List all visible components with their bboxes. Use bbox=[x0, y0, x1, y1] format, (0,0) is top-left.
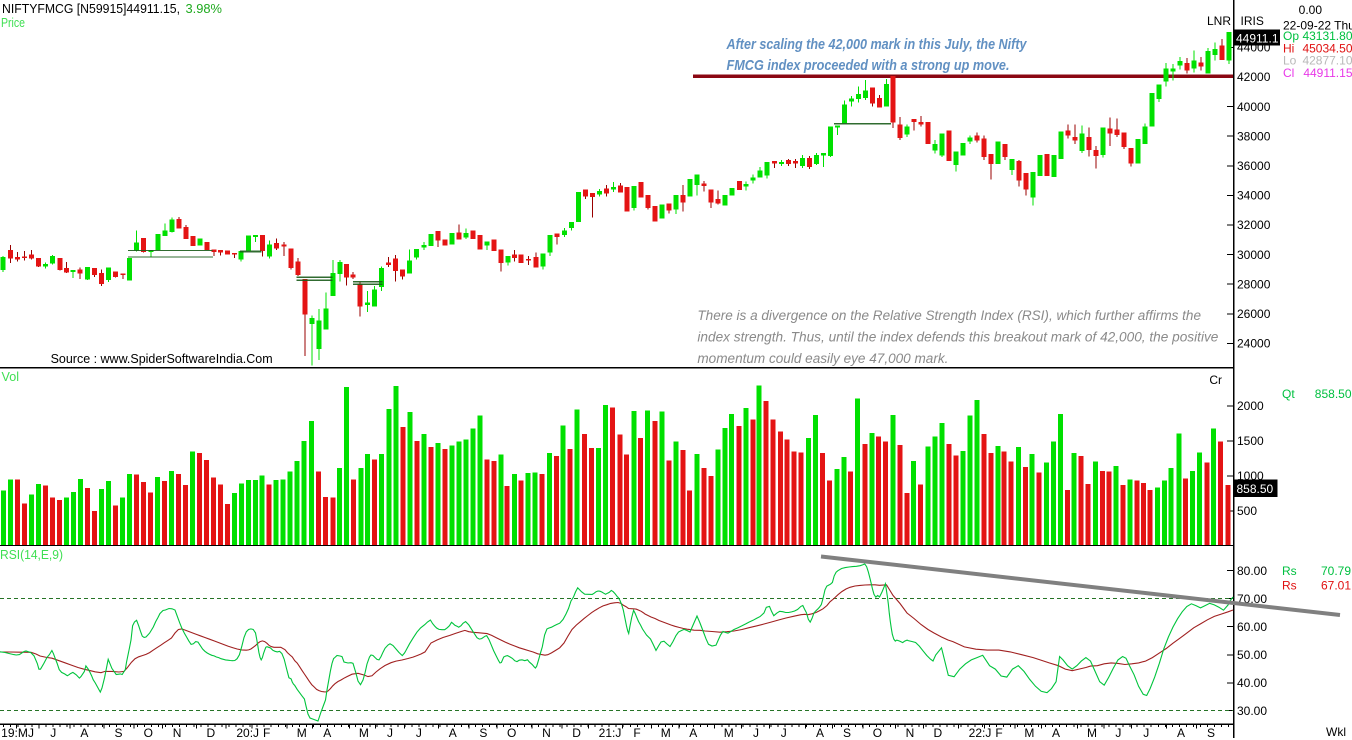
svg-text:40.00: 40.00 bbox=[1237, 676, 1267, 690]
svg-text:D: D bbox=[206, 726, 215, 740]
svg-text:J: J bbox=[753, 726, 759, 740]
svg-text:34000: 34000 bbox=[1237, 189, 1271, 203]
svg-text:A: A bbox=[80, 726, 88, 740]
svg-text:2000: 2000 bbox=[1237, 399, 1264, 413]
svg-text:M: M bbox=[1024, 726, 1034, 740]
svg-text:NIFTYFMCG [N59915]44911.15,: NIFTYFMCG [N59915]44911.15, bbox=[2, 1, 180, 16]
svg-text:FMCG index proceeded with a st: FMCG index proceeded with a strong up mo… bbox=[727, 57, 1010, 74]
svg-text:M: M bbox=[661, 726, 671, 740]
svg-text:J: J bbox=[1143, 726, 1149, 740]
svg-text:M: M bbox=[724, 726, 734, 740]
svg-text:After scaling the 42,000 mark: After scaling the 42,000 mark in this Ju… bbox=[726, 36, 1027, 53]
svg-text:O: O bbox=[873, 726, 882, 740]
svg-text:28000: 28000 bbox=[1237, 277, 1271, 291]
svg-text:40000: 40000 bbox=[1237, 100, 1271, 114]
svg-text:32000: 32000 bbox=[1237, 218, 1271, 232]
svg-text:Wkl: Wkl bbox=[1326, 725, 1346, 739]
svg-text:36000: 36000 bbox=[1237, 159, 1271, 173]
svg-text:S: S bbox=[479, 726, 487, 740]
svg-text:IRIS: IRIS bbox=[1241, 14, 1264, 28]
svg-text:44911.1: 44911.1 bbox=[1236, 32, 1279, 46]
svg-text:20:J: 20:J bbox=[236, 726, 259, 740]
svg-text:S: S bbox=[114, 726, 122, 740]
svg-text:J: J bbox=[781, 726, 787, 740]
svg-text:S: S bbox=[843, 726, 851, 740]
svg-text:26000: 26000 bbox=[1237, 307, 1271, 321]
svg-text:J: J bbox=[387, 726, 393, 740]
svg-text:index strength. Thus, until th: index strength. Thus, until the index de… bbox=[697, 330, 1218, 345]
svg-text:22-09-22 Thu: 22-09-22 Thu bbox=[1283, 19, 1352, 33]
svg-text:RSI(14,E,9): RSI(14,E,9) bbox=[0, 547, 63, 562]
svg-text:1500: 1500 bbox=[1237, 434, 1264, 448]
svg-text:LNR: LNR bbox=[1207, 14, 1231, 28]
svg-text:A: A bbox=[323, 726, 331, 740]
svg-text:22:J: 22:J bbox=[969, 726, 992, 740]
svg-text:D: D bbox=[572, 726, 581, 740]
svg-text:There is a divergence on the R: There is a divergence on the Relative St… bbox=[697, 308, 1201, 323]
svg-text:19:M: 19:M bbox=[1, 726, 28, 740]
svg-text:M: M bbox=[359, 726, 369, 740]
svg-text:30.00: 30.00 bbox=[1237, 704, 1267, 718]
svg-text:F: F bbox=[633, 726, 640, 740]
svg-text:30000: 30000 bbox=[1237, 248, 1271, 262]
svg-text:M: M bbox=[297, 726, 307, 740]
svg-text:858.50: 858.50 bbox=[1237, 482, 1274, 496]
svg-text:N: N bbox=[173, 726, 182, 740]
svg-text:A: A bbox=[1052, 726, 1060, 740]
svg-text:A: A bbox=[689, 726, 697, 740]
svg-text:J: J bbox=[1115, 726, 1121, 740]
svg-text:J: J bbox=[28, 726, 34, 740]
svg-text:M: M bbox=[1087, 726, 1097, 740]
svg-text:Vol: Vol bbox=[2, 369, 20, 384]
svg-text:J: J bbox=[50, 726, 56, 740]
svg-text:A: A bbox=[449, 726, 457, 740]
svg-text:Cr: Cr bbox=[1209, 373, 1222, 387]
svg-text:A: A bbox=[816, 726, 824, 740]
svg-text:N: N bbox=[542, 726, 551, 740]
svg-text:N: N bbox=[906, 726, 915, 740]
svg-text:80.00: 80.00 bbox=[1237, 564, 1267, 578]
svg-text:D: D bbox=[933, 726, 942, 740]
svg-text:F: F bbox=[263, 726, 270, 740]
svg-text:38000: 38000 bbox=[1237, 129, 1271, 143]
svg-text:Price: Price bbox=[1, 15, 25, 30]
svg-text:O: O bbox=[507, 726, 516, 740]
svg-text:500: 500 bbox=[1237, 504, 1257, 518]
svg-text:60.00: 60.00 bbox=[1237, 620, 1267, 634]
svg-text:24000: 24000 bbox=[1237, 337, 1271, 351]
svg-text:42000: 42000 bbox=[1237, 70, 1271, 84]
svg-text:0.00: 0.00 bbox=[1299, 3, 1323, 17]
svg-text:Source : www.SpiderSoftwareInd: Source : www.SpiderSoftwareIndia.Com bbox=[51, 351, 273, 366]
svg-text:O: O bbox=[144, 726, 153, 740]
svg-text:50.00: 50.00 bbox=[1237, 648, 1267, 662]
svg-text:J: J bbox=[416, 726, 422, 740]
svg-text:21:J: 21:J bbox=[599, 726, 622, 740]
svg-text:S: S bbox=[1207, 726, 1215, 740]
svg-text:F: F bbox=[995, 726, 1002, 740]
svg-text:A: A bbox=[1177, 726, 1185, 740]
svg-text:momentum could easily eye 47,0: momentum could easily eye 47,000 mark. bbox=[697, 351, 948, 366]
svg-text:3.98%: 3.98% bbox=[186, 1, 223, 16]
